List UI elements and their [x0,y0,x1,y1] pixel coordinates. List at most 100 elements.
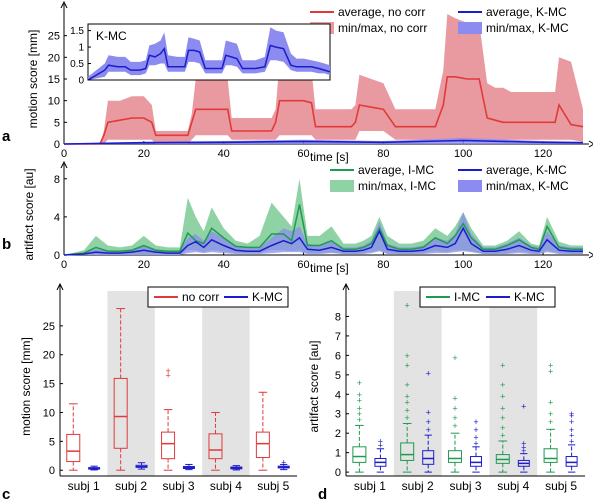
box-outlier-marker: + [569,431,574,441]
inset-y-tick-label: 1.5 [70,26,84,37]
box-outlier-marker: + [500,413,505,423]
panel-b-x-tick-label: 20 [138,259,150,271]
box-iqr-rect [543,448,558,463]
box-outlier-marker: + [521,442,526,452]
series-average-kmc-line [63,139,584,145]
panel-a-y-tick-label: 0 [54,139,60,151]
box-outlier-marker: + [452,353,457,363]
panel-c-category-label: subj 1 [68,479,100,493]
panel-b-legend-label: min/max, I-MC [358,179,436,193]
panel-a-y-axis-arrow [60,0,68,9]
box-outlier-marker: + [405,361,410,371]
box-outlier-marker: + [165,366,170,376]
series-average-no-corr-line [64,76,584,145]
box-outlier-marker: + [378,436,383,446]
panel-b-legend-label: average, I-MC [358,163,434,177]
panel-d-category-label: subj 3 [449,479,481,493]
box-outlier-marker: + [405,392,410,402]
box-iqr-rect [422,450,435,465]
panel-b-x-tick-label: 60 [297,259,309,271]
panel-a-y-axis-label: motion score [mm] [26,30,40,129]
box-outlier-marker: + [500,431,505,441]
panel-d-box-k-mc: ++ [374,436,387,473]
panel-c-box-k-mc [230,465,243,471]
panel-d-box-i-mc: +++++ [543,361,558,473]
box-outlier-marker: + [405,351,410,361]
panel-c-legend: no corr K-MC [147,286,289,308]
box-outlier-marker: + [473,425,478,435]
box-outlier-marker: + [452,394,457,404]
panel-b-x-tick-label: 120 [534,259,552,271]
box-outlier-marker: + [548,409,553,419]
box-outlier-marker: + [500,423,505,433]
panel-d-box-i-mc: +++++++ [495,361,510,473]
panel-a-y-tick-label: 25 [48,31,60,43]
panel-d-legend: I-MC K-MC [419,286,556,308]
box-outlier-marker: + [378,440,383,450]
box-outlier-marker: + [521,446,526,456]
box-iqr-rect [565,456,578,467]
panel-a-legend-label: average, K-MC [486,5,567,19]
panel-c-y-tick-label: 25 [43,321,55,333]
panel-c-motion-boxplot: 0 5 10 15 20 25 subj 1 subj 2 subj 3 subj 4 subj 5… [19,282,297,493]
box-iqr-rect [255,431,270,459]
box-outlier-marker: + [405,405,410,415]
box-outlier-marker: + [548,398,553,408]
box-outlier-marker: + [426,425,431,435]
panel-b-x-tick-label: 80 [377,259,389,271]
panel-d-box-k-mc: ++++ [470,417,483,473]
panel-b-y-tick-label: 0 [54,250,60,262]
panel-d-box-k-mc: ++++ [422,368,435,473]
inset-y-tick-label: 1 [78,43,84,54]
box-outlier-marker: + [548,361,553,371]
panel-a-x-tick-label: 0 [61,148,67,160]
panel-a-x-tick-label: 20 [138,148,150,160]
panel-c-legend-label: no corr [182,290,219,304]
box-outlier-marker: + [473,433,478,443]
panel-d-y-tick-label: 6 [335,350,341,362]
panel-c-box-no-corr [255,391,270,471]
panel-a-legend-label: average, no corr [338,5,425,19]
panel-d-legend-label: I-MC [454,290,480,304]
series-average-kmc-line [63,226,583,256]
panel-c-category-label: subj 4 [210,479,242,493]
inset-average-line [87,44,331,81]
panel-d-legend-label: K-MC [514,290,545,304]
box-outlier-marker: + [357,403,362,413]
panel-d-box-i-mc: ++++++ [352,378,367,473]
panel-c-y-axis-arrow [56,282,64,291]
box-outlier-marker: + [500,403,505,413]
box-iqr-rect [470,456,483,467]
panel-d-category-label: subj 4 [497,479,529,493]
panel-b-x-tick-label: 100 [454,259,472,271]
panel-b-x-axis-label: time [s] [310,261,349,275]
panel-c-box-no-corr: ++ [161,366,176,471]
box-outlier-marker: + [426,407,431,417]
panel-d-shaded-band [489,291,538,476]
inset-title: K-MC [96,29,127,43]
panel-label-a: a [2,128,11,145]
panel-d-y-tick-label: 5 [335,370,341,382]
box-outlier-marker: + [569,436,574,446]
panel-b-legend-fill-swatch [330,180,354,192]
box-outlier-marker: + [521,438,526,448]
panel-a-y-tick-label: 5 [54,117,60,129]
panel-c-box-k-mc [88,465,101,471]
panel-d-y-tick-label: 3 [335,409,341,421]
panel-c-category-label: subj 3 [162,479,194,493]
panel-c-box-no-corr [66,403,81,471]
panel-a-legend-label: min/max, K-MC [486,21,569,35]
panel-d-y-tick-label: 4 [335,389,341,401]
panel-c-y-tick-label: 0 [49,465,55,477]
box-outlier-marker: + [405,413,410,423]
panel-b-legend-label: average, K-MC [486,163,567,177]
panel-d-y-tick-label: 0 [335,467,341,479]
box-outlier-marker: + [426,368,431,378]
panel-a-y-tick-label: 15 [48,74,60,86]
panel-b-y-tick-label: 8 [54,174,60,186]
box-outlier-marker: + [357,390,362,400]
panel-a-legend: average, no corr min/max, no corr average,… [310,5,569,35]
panel-a-x-tick-label: 100 [454,148,472,160]
panel-a-x-tick-label: 40 [218,148,230,160]
